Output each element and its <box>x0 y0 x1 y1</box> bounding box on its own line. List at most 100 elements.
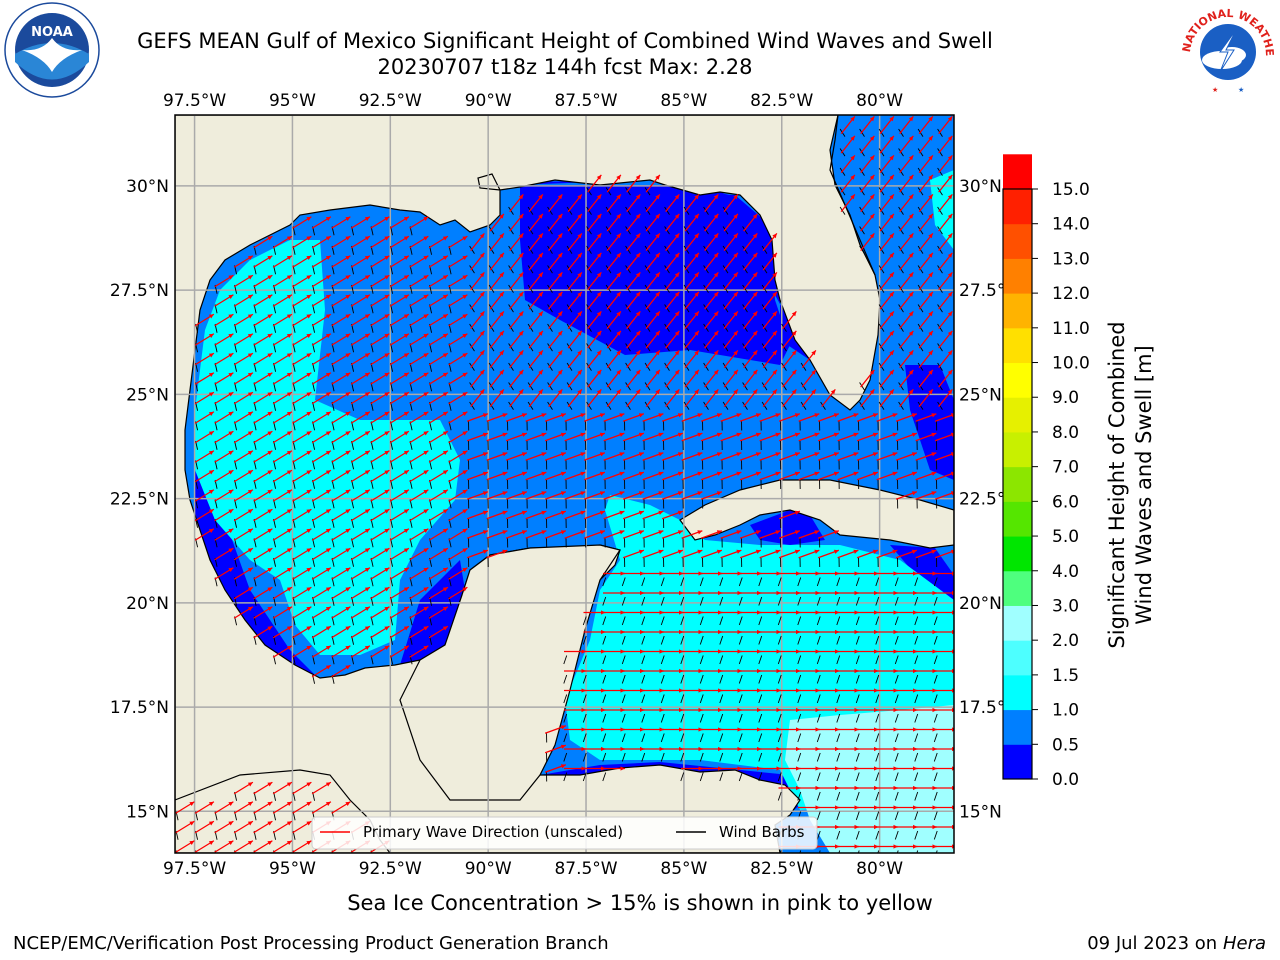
wave-arrow-head <box>364 255 370 260</box>
shade-low-nebasin <box>520 185 790 365</box>
wave-arrow-head <box>228 528 234 533</box>
colorbar-bin-2 <box>1003 674 1032 711</box>
wind-barb <box>797 694 802 704</box>
wave-arrow-head <box>325 567 331 572</box>
wave-arrow-head <box>619 491 625 496</box>
wind-barb <box>582 616 587 626</box>
colorbar-bin-4 <box>1003 605 1032 641</box>
wind-barb <box>660 577 665 587</box>
wave-arrow-head <box>560 725 566 730</box>
wave-arrow-head <box>694 389 699 395</box>
wave-arrow-head <box>794 432 800 437</box>
wave-arrow-head <box>889 174 894 180</box>
wave-arrow-head <box>518 252 524 258</box>
wave-arrow-head <box>423 450 429 455</box>
wave-arrow-head <box>674 272 680 278</box>
colorbar-tick-label-16: 14.0 <box>1052 215 1090 235</box>
wave-arrow-head <box>403 353 409 358</box>
wave-arrow-head <box>462 470 468 475</box>
wind-barb <box>779 850 782 853</box>
wind-barb <box>916 850 919 853</box>
wave-arrow-head <box>384 236 390 241</box>
wind-barb <box>933 596 938 606</box>
wave-arrow-head <box>538 350 543 356</box>
wave-arrow-head <box>541 471 547 476</box>
wave-arrow-head <box>733 389 738 395</box>
wave-arrow-head <box>599 491 605 496</box>
wind-barb <box>797 577 802 587</box>
wave-arrow-head <box>772 233 777 239</box>
wave-arrow-head <box>694 252 699 258</box>
wave-arrow-head <box>794 549 800 554</box>
wave-arrow-head <box>655 330 660 336</box>
shade-high-caribbean <box>785 705 954 853</box>
wave-arrow-head <box>655 291 660 297</box>
wave-arrow-head <box>853 549 859 554</box>
wind-barb <box>719 674 724 684</box>
wave-arrow-head <box>947 213 953 219</box>
wind-barb <box>563 733 568 743</box>
wave-arrow-head <box>908 291 914 297</box>
wind-barb <box>680 674 685 684</box>
wave-arrow-head <box>811 369 816 375</box>
wave-arrow-head <box>814 549 820 554</box>
wave-arrow-head <box>423 216 429 221</box>
wind-barb <box>621 616 626 626</box>
wave-arrow-head <box>267 470 273 475</box>
wave-arrow-head <box>267 294 273 299</box>
wave-arrow-head <box>697 413 703 418</box>
wave-arrow-head <box>247 255 253 260</box>
wave-arrow-head <box>560 413 566 418</box>
wave-arrow-head <box>247 528 253 533</box>
wave-arrow-head <box>596 194 602 200</box>
wave-arrow-head <box>697 491 703 496</box>
wind-barb <box>836 596 841 606</box>
wave-arrow-head <box>267 528 273 533</box>
wave-arrow-head <box>518 369 524 375</box>
wave-arrow-head <box>502 530 508 535</box>
wave-arrow-head <box>267 411 273 416</box>
wind-barb <box>777 733 782 743</box>
wind-barb <box>875 616 880 626</box>
wave-arrow-head <box>518 272 524 278</box>
wave-arrow-head <box>345 450 351 455</box>
wave-arrow-head <box>228 801 234 806</box>
wave-arrow-head <box>208 353 214 358</box>
wave-arrow-head <box>655 233 660 239</box>
wind-barb <box>816 713 821 723</box>
lat-tick-right-4: 20°N <box>959 594 1002 614</box>
shade-low-cuba <box>750 510 825 545</box>
wave-arrow-head <box>694 233 699 239</box>
wind-barb <box>933 733 938 743</box>
wave-arrow-head <box>325 411 331 416</box>
wave-arrow-head <box>694 369 699 375</box>
wave-arrow-head <box>384 587 390 592</box>
wave-arrow-head <box>518 213 524 219</box>
wind-barb <box>719 635 724 645</box>
lon-tick-top-0: 97.5°W <box>163 91 226 111</box>
wave-arrow-head <box>677 510 683 515</box>
wave-arrow-head <box>889 252 894 258</box>
wave-arrow-head <box>403 450 409 455</box>
wave-arrow-head <box>872 432 878 437</box>
wave-arrow-head <box>947 330 953 336</box>
wind-barb <box>641 694 646 704</box>
wind-barb <box>777 577 782 587</box>
wave-arrow-head <box>638 549 644 554</box>
wind-barb <box>894 596 899 606</box>
wind-barb <box>621 596 626 606</box>
wind-barb <box>641 713 646 723</box>
wave-arrow-head <box>791 389 797 395</box>
wave-arrow-head <box>655 194 660 200</box>
wave-arrow-head <box>325 255 331 260</box>
wave-arrow-head <box>580 491 586 496</box>
wave-arrow-head <box>286 645 292 650</box>
wave-arrow-head <box>911 452 917 457</box>
wave-arrow-head <box>306 567 312 572</box>
wind-barb <box>563 655 568 665</box>
wave-arrow-head <box>655 389 660 395</box>
wind-barb <box>621 635 626 645</box>
wave-arrow-head <box>638 413 644 418</box>
wave-arrow-head <box>479 311 485 317</box>
wave-arrow-head <box>306 353 312 358</box>
